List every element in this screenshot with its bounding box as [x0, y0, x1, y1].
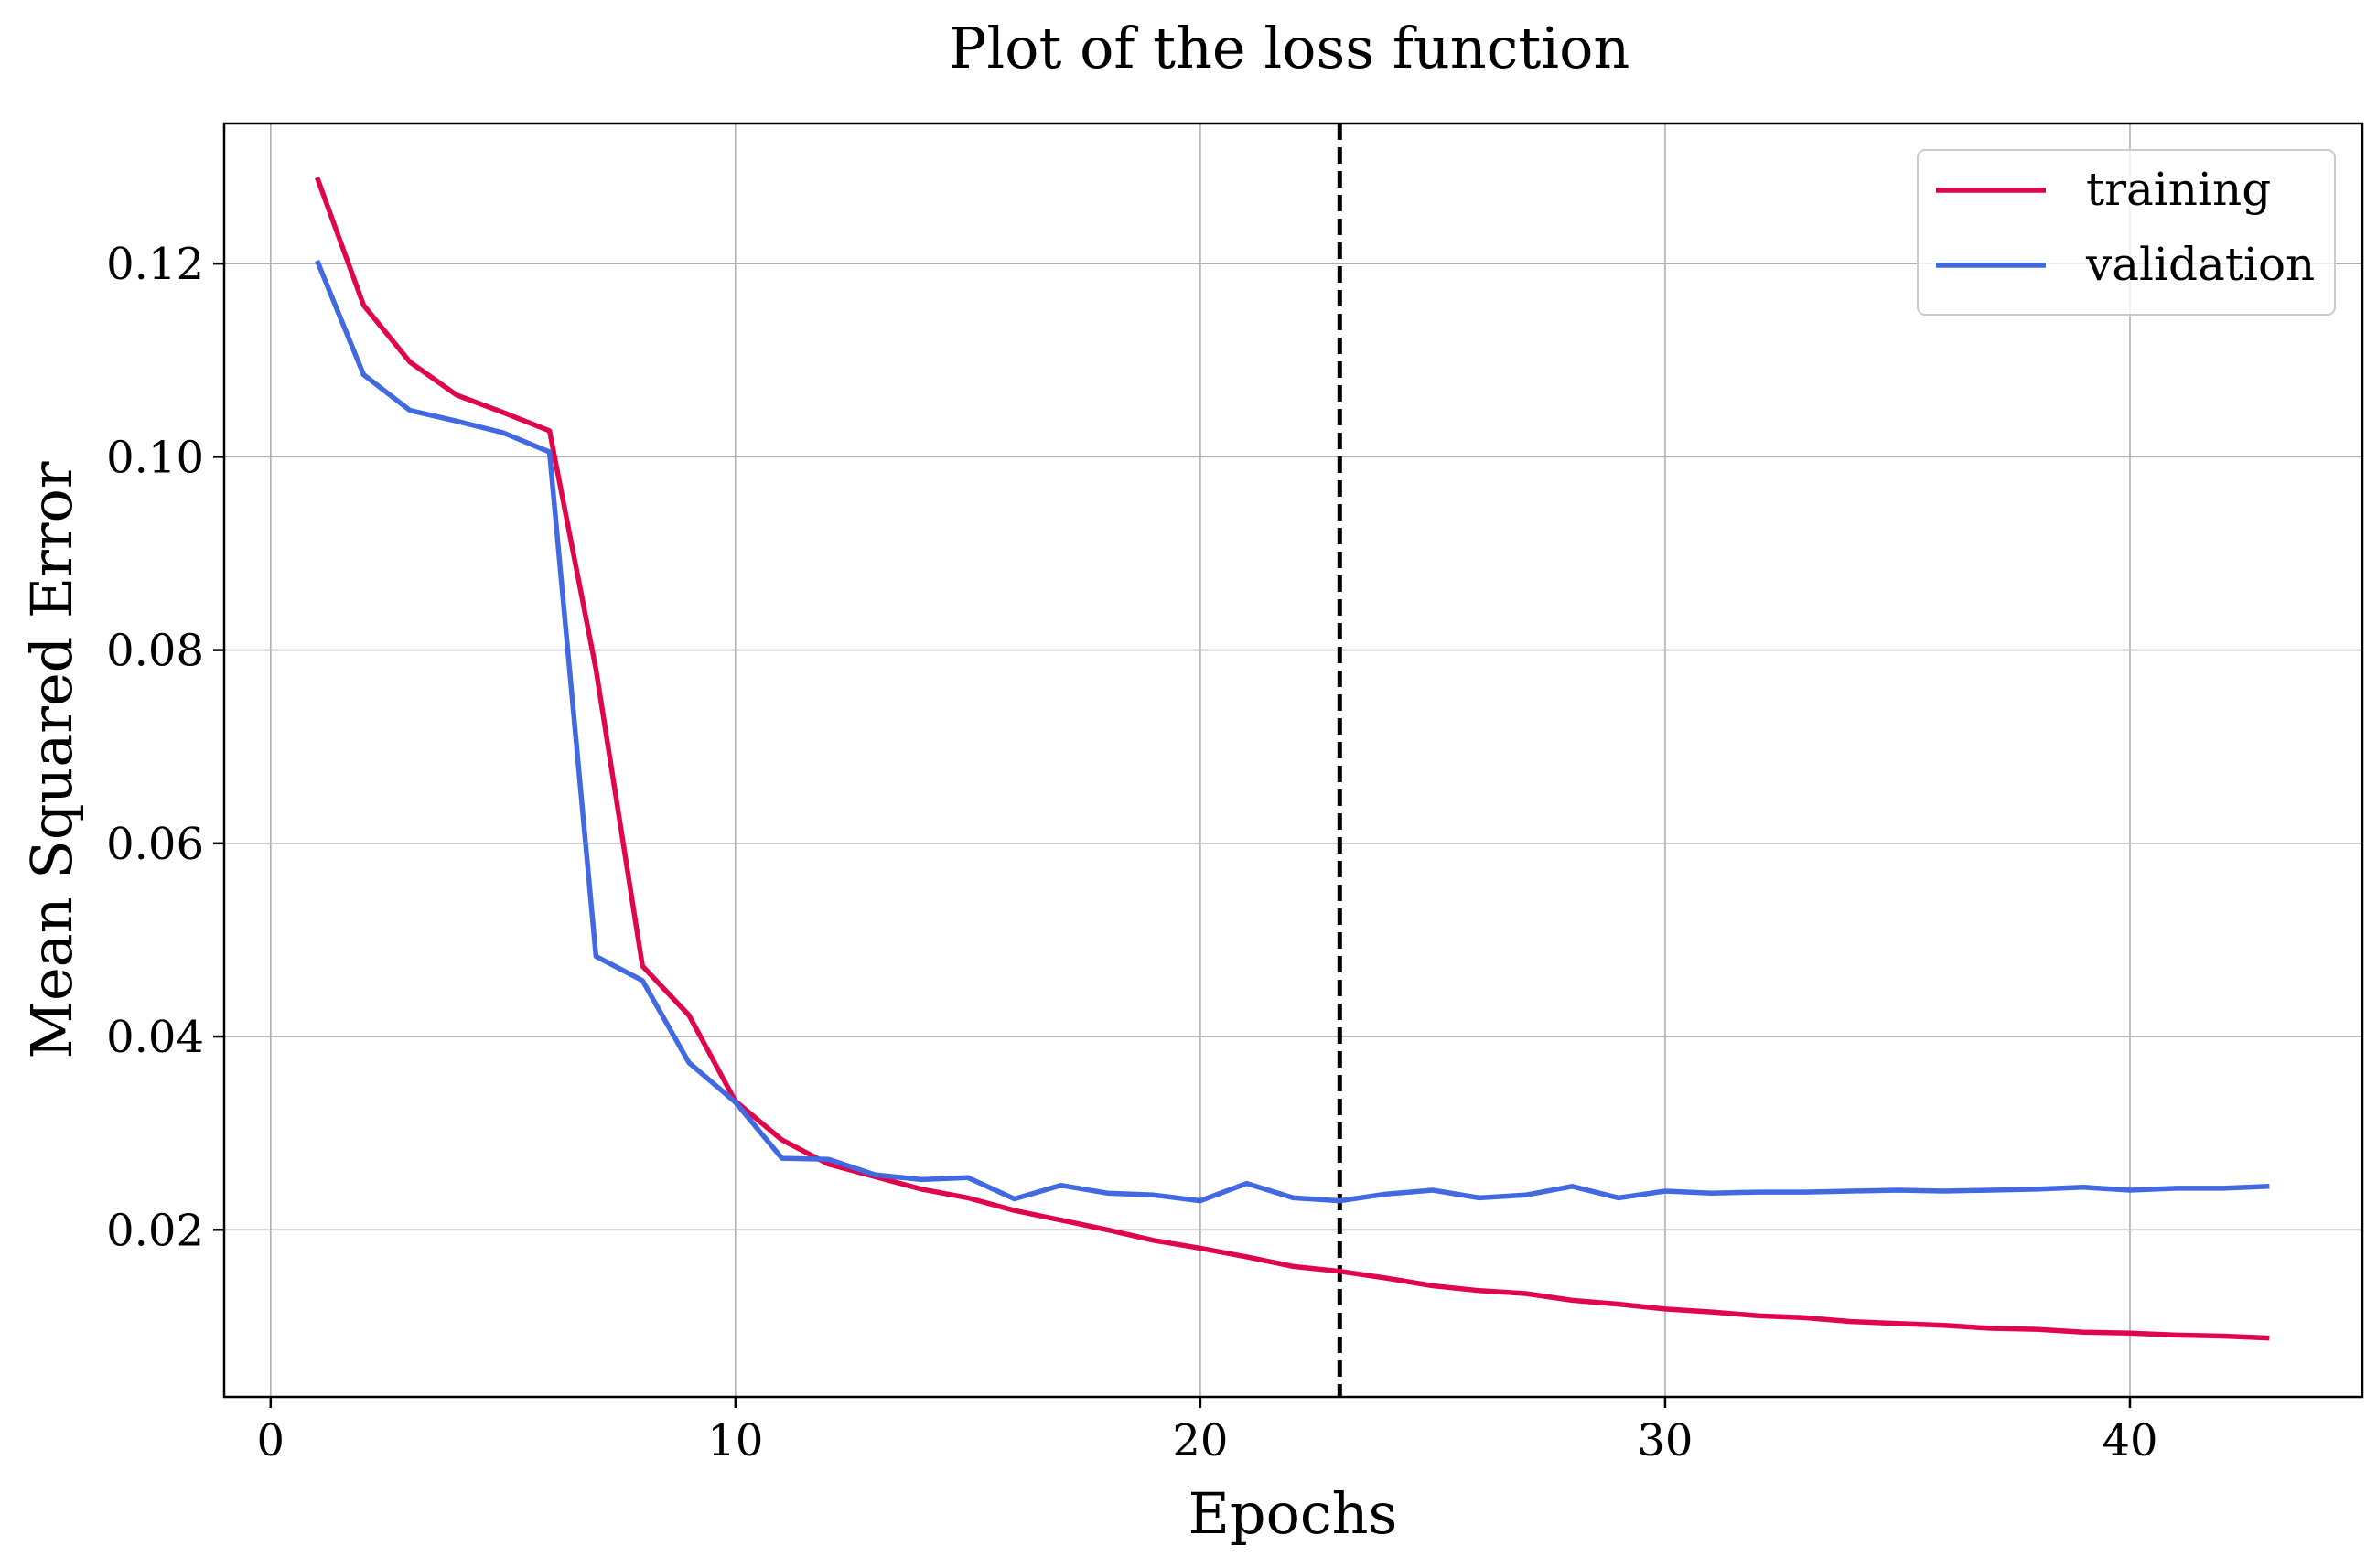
- x-tick-label: 20: [1172, 1415, 1228, 1466]
- y-axis-ticks: 0.02 0.04 0.06 0.08 0.10 0.12: [106, 239, 224, 1256]
- y-tick-label: 0.04: [106, 1012, 204, 1063]
- plot-frame: [222, 122, 2364, 1399]
- chart-title: Plot of the loss function: [949, 15, 1630, 81]
- x-tick-label: 30: [1637, 1415, 1693, 1466]
- y-tick-label: 0.10: [106, 432, 204, 483]
- y-axis-label: Mean Squared Error: [18, 461, 85, 1058]
- legend: training validation: [1917, 149, 2336, 316]
- y-tick-label: 0.08: [106, 626, 204, 677]
- series-line-validation: [315, 259, 2270, 1204]
- y-tick-label: 0.06: [106, 819, 204, 870]
- x-tick-label: 10: [707, 1415, 763, 1466]
- x-tick-label: 0: [257, 1415, 285, 1466]
- x-tick-label: 40: [2102, 1415, 2157, 1466]
- series-line-training: [315, 177, 2270, 1341]
- series-lines: [315, 177, 2270, 1341]
- y-tick-label: 0.02: [106, 1205, 204, 1256]
- legend-label-validation: validation: [2085, 238, 2315, 291]
- x-axis-ticks: 0 10 20 30 40: [257, 1397, 2158, 1466]
- legend-label-training: training: [2086, 163, 2271, 216]
- y-tick-label: 0.12: [106, 239, 204, 290]
- x-axis-label: Epochs: [1188, 1480, 1398, 1547]
